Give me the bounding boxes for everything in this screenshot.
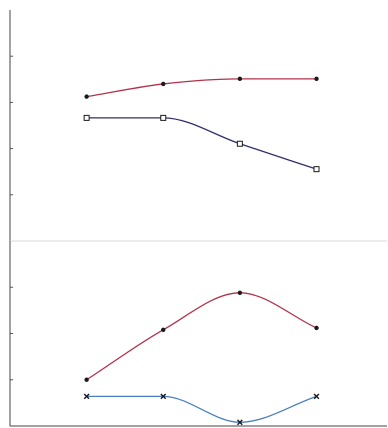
series-1 xyxy=(83,114,320,173)
series-line-1 xyxy=(86,117,317,170)
data-point-3 xyxy=(313,166,320,173)
top-line-chart xyxy=(9,10,387,242)
data-point-0 xyxy=(84,377,89,382)
data-point-0 xyxy=(84,94,89,99)
data-point-1 xyxy=(160,114,167,121)
data-point-0 xyxy=(83,393,90,400)
series-0 xyxy=(84,290,319,382)
data-point-2 xyxy=(237,76,243,82)
bottom-line-chart xyxy=(9,241,387,427)
data-point-3 xyxy=(314,76,319,82)
data-point-1 xyxy=(160,393,167,400)
data-point-2 xyxy=(237,290,243,295)
data-point-3 xyxy=(313,393,320,400)
series-0 xyxy=(84,76,319,99)
data-point-2 xyxy=(236,140,243,147)
data-point-2 xyxy=(236,419,243,426)
data-point-0 xyxy=(83,114,90,121)
data-point-1 xyxy=(161,81,166,87)
series-1 xyxy=(83,393,320,426)
data-point-1 xyxy=(161,327,166,332)
series-line-1 xyxy=(86,395,317,423)
series-line-0 xyxy=(86,78,317,98)
data-point-3 xyxy=(314,325,319,331)
series-line-0 xyxy=(86,292,317,381)
